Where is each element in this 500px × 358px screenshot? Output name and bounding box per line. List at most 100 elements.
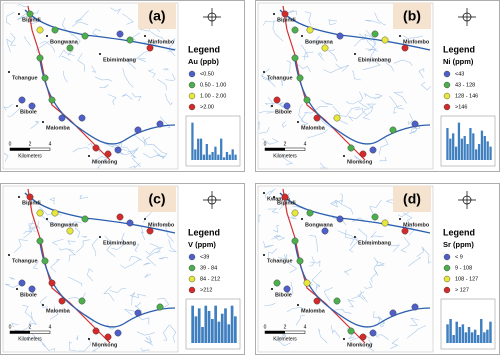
stream xyxy=(272,20,284,42)
stream xyxy=(122,13,134,25)
sample-point xyxy=(296,74,304,82)
histogram-bar xyxy=(489,146,492,160)
stream xyxy=(379,322,386,327)
town-dot xyxy=(99,53,101,55)
histogram-bar xyxy=(214,146,217,160)
stream xyxy=(24,36,32,46)
stream xyxy=(126,59,137,70)
stream xyxy=(258,121,261,130)
stream xyxy=(91,238,99,257)
stream xyxy=(162,68,170,71)
town-dot xyxy=(42,304,44,306)
sample-point xyxy=(381,36,389,44)
place-name: Ebimimbang xyxy=(358,57,391,63)
stream xyxy=(282,121,287,128)
stream xyxy=(109,288,127,294)
histogram-bar xyxy=(489,321,492,343)
legend-title: Legend xyxy=(443,227,475,237)
place-name: Nlonkong xyxy=(347,159,372,165)
scale-unit: Kilometers xyxy=(273,153,297,159)
sample-point xyxy=(126,219,134,227)
main-river xyxy=(39,242,176,328)
stream xyxy=(138,316,150,325)
stream xyxy=(123,309,139,316)
stream xyxy=(32,260,39,270)
histogram-bar xyxy=(480,319,483,343)
stream xyxy=(77,337,92,352)
stream xyxy=(403,225,415,236)
histogram-bar xyxy=(486,329,489,343)
legend-element: Au (ppb) xyxy=(188,57,219,66)
histogram-bar xyxy=(202,154,206,160)
sample-point xyxy=(411,303,419,311)
stream xyxy=(143,262,151,267)
sample-point xyxy=(18,96,26,104)
stream xyxy=(304,106,329,114)
stream xyxy=(11,322,19,328)
stream xyxy=(366,339,375,352)
stream xyxy=(281,79,283,87)
histogram-bar xyxy=(480,130,484,160)
place-name: Tchangue xyxy=(12,75,38,81)
sample-point xyxy=(359,150,367,158)
stream xyxy=(269,102,284,109)
stream xyxy=(128,256,143,262)
sample-point xyxy=(104,333,112,341)
legend-swatch xyxy=(443,103,451,111)
stream xyxy=(263,241,274,249)
map-panel: Bipindi Bongwana Minfombo Ebimimbang Tchangu… xyxy=(255,0,500,172)
stream xyxy=(315,283,321,292)
histogram-bar xyxy=(191,122,194,160)
stream xyxy=(50,259,60,273)
stream xyxy=(281,153,294,165)
stream xyxy=(267,208,279,214)
legend-label: > 127 xyxy=(455,287,469,293)
scale-label: 0 xyxy=(264,141,267,147)
stream xyxy=(137,58,147,63)
legend-label: <43 xyxy=(455,71,464,77)
stream xyxy=(383,58,395,72)
histogram-bar xyxy=(483,332,486,343)
place-name: Ebimimbang xyxy=(358,240,391,246)
town-dot xyxy=(8,254,10,256)
stream xyxy=(120,258,141,269)
stream xyxy=(298,104,305,123)
stream xyxy=(416,247,424,257)
stream xyxy=(286,60,291,74)
stream xyxy=(40,296,49,308)
sample-point xyxy=(369,146,377,154)
sample-point xyxy=(359,333,367,341)
stream xyxy=(376,261,386,267)
town-dot xyxy=(18,196,20,198)
legend-swatch xyxy=(188,70,196,78)
stream xyxy=(261,75,271,82)
town-dot xyxy=(263,71,265,73)
town-dot xyxy=(273,196,275,198)
town-dot xyxy=(263,254,265,256)
sample-point xyxy=(92,144,100,152)
town-dot xyxy=(263,192,265,194)
legend-label: >146 xyxy=(455,104,467,110)
scale-unit: Kilometers xyxy=(18,336,42,342)
stream xyxy=(339,106,361,117)
scale-bar xyxy=(10,331,30,334)
stream xyxy=(320,99,333,105)
stream xyxy=(156,297,170,310)
histogram-bar xyxy=(197,308,201,343)
legend-label: 0.50 - 1.00 xyxy=(200,82,226,88)
stream xyxy=(121,93,133,100)
stream xyxy=(142,136,155,146)
place-name: Bipindi xyxy=(277,17,296,23)
stream xyxy=(72,147,90,153)
stream xyxy=(351,70,361,81)
stream xyxy=(108,94,117,106)
legend-swatch xyxy=(443,253,451,261)
histogram-bar xyxy=(458,327,462,343)
town-dot xyxy=(273,13,275,15)
main-river xyxy=(294,59,431,145)
sample-point xyxy=(36,237,44,245)
town-dot xyxy=(18,13,20,15)
stream xyxy=(27,334,30,342)
sample-point xyxy=(281,10,289,18)
